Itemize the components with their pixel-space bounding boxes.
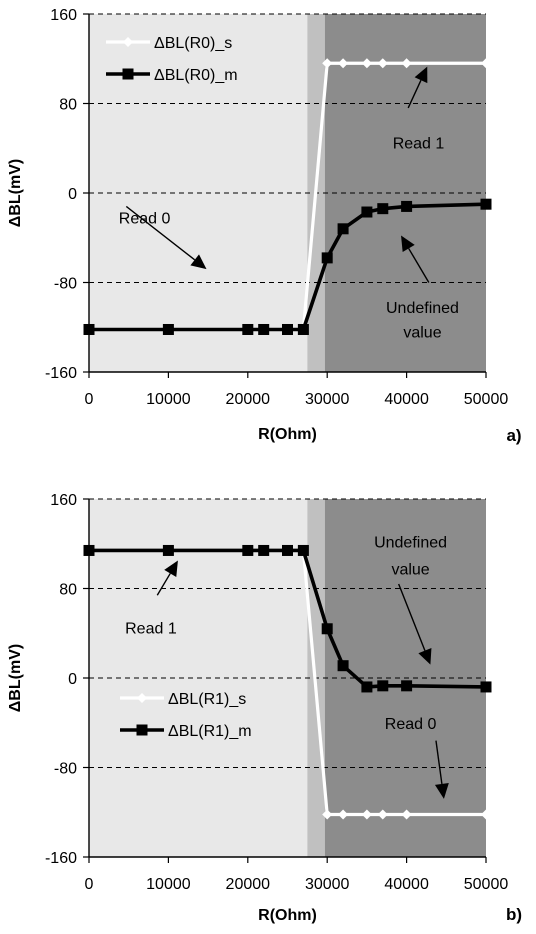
data-point-diamond	[401, 58, 412, 69]
y-tick-label: 160	[50, 492, 77, 509]
x-axis-label: R(Ohm)	[258, 907, 317, 924]
y-axis-label: ΔBL(mV)	[7, 159, 24, 227]
data-point-square	[361, 206, 373, 218]
x-tick-label: 0	[85, 876, 94, 893]
data-point-square	[162, 323, 174, 335]
data-point-square	[401, 200, 413, 212]
data-point-diamond	[401, 809, 412, 820]
x-tick-label: 10000	[146, 876, 191, 893]
annotation-text: Read 1	[125, 621, 177, 638]
y-tick-label: 80	[59, 97, 77, 114]
x-tick-label: 20000	[226, 391, 271, 408]
x-tick-label: 40000	[384, 391, 429, 408]
annotation-arrow-head	[190, 254, 207, 270]
data-point-square	[297, 544, 309, 556]
x-tick-label: 30000	[305, 876, 350, 893]
data-point-square	[377, 680, 389, 692]
data-point-square	[377, 203, 389, 215]
annotation-text: Undefined	[374, 535, 447, 552]
y-tick-label: 160	[50, 7, 77, 24]
data-point-square	[258, 544, 270, 556]
data-point-square	[83, 323, 95, 335]
y-tick-label: -160	[45, 365, 77, 382]
x-tick-label: 50000	[464, 391, 509, 408]
legend-label: ΔBL(R1)_m	[168, 723, 252, 740]
data-point-diamond	[338, 58, 349, 69]
data-point-square	[83, 544, 95, 556]
data-point-square	[321, 623, 333, 635]
panel-label: a)	[506, 426, 521, 445]
annotation-text: Read 0	[119, 211, 171, 228]
annotation-arrow-shaft	[398, 583, 426, 651]
annotation-arrow-head	[434, 783, 449, 799]
annotation-arrow-head	[414, 66, 428, 84]
annotation-arrow-shaft	[435, 740, 443, 785]
data-point-square	[361, 681, 373, 693]
y-tick-label: -80	[54, 761, 77, 778]
data-point-square	[321, 252, 333, 264]
legend-marker-square	[136, 724, 148, 736]
annotation-text: Read 0	[385, 716, 437, 733]
data-point-diamond	[338, 809, 349, 820]
chart-panel-a: 160 80 0 -80 -160 0 10000 20000 30000 40000 50000 R…	[7, 7, 522, 445]
data-point-square	[282, 544, 293, 556]
annotation-arrow-shaft	[125, 205, 196, 261]
annotation-arrow-shaft	[408, 248, 430, 283]
data-point-diamond	[481, 58, 491, 69]
panel-label: b)	[506, 905, 522, 924]
x-tick-label: 30000	[305, 391, 350, 408]
data-point-square	[480, 198, 492, 210]
data-point-square	[258, 323, 270, 335]
legend-marker-diamond	[123, 37, 133, 47]
y-tick-label: 0	[68, 186, 77, 203]
data-point-square	[480, 681, 492, 693]
y-axis-label: ΔBL(mV)	[7, 644, 24, 712]
annotation-text: Undefined	[386, 300, 459, 317]
x-tick-label: 10000	[146, 391, 191, 408]
x-tick-label: 50000	[464, 876, 509, 893]
data-point-square	[162, 544, 174, 556]
data-point-diamond	[361, 58, 372, 69]
annotation-arrow-head	[401, 235, 415, 252]
data-point-square	[242, 323, 254, 335]
x-tick-label: 0	[85, 391, 94, 408]
legend-label: ΔBL(R1)_s	[168, 691, 246, 708]
x-tick-label: 20000	[226, 876, 271, 893]
annotation-arrow-shaft	[156, 573, 171, 596]
y-tick-label: 0	[68, 671, 77, 688]
legend-label: ΔBL(R0)_m	[154, 67, 238, 84]
annotation-text: value	[391, 561, 429, 578]
data-point-square	[297, 323, 309, 335]
data-point-diamond	[377, 58, 388, 69]
annotation-text: Read 1	[393, 136, 445, 153]
y-tick-label: -80	[54, 276, 77, 293]
data-point-square	[337, 223, 349, 235]
data-point-diamond	[322, 809, 333, 820]
legend-marker-square	[122, 68, 134, 80]
annotation-arrow-shaft	[407, 79, 422, 109]
annotation-arrow-head	[418, 648, 432, 665]
x-tick-label: 40000	[384, 876, 429, 893]
chart-panel-b: 160 80 0 -80 -160 0 10000 20000 30000 40000 50000 R…	[7, 492, 522, 924]
data-point-square	[282, 323, 293, 335]
annotation-arrow-head	[164, 560, 178, 578]
data-point-diamond	[322, 58, 333, 69]
data-point-diamond	[361, 809, 372, 820]
data-point-square	[401, 680, 413, 692]
y-tick-label: 80	[59, 582, 77, 599]
x-axis-label: R(Ohm)	[258, 426, 317, 443]
data-point-square	[337, 660, 349, 672]
y-tick-label: -160	[45, 850, 77, 867]
annotation-text: value	[403, 325, 441, 342]
data-point-square	[242, 544, 254, 556]
legend-marker-diamond	[137, 693, 147, 703]
legend-label: ΔBL(R0)_s	[154, 35, 232, 52]
data-point-diamond	[377, 809, 388, 820]
data-point-diamond	[481, 809, 491, 820]
